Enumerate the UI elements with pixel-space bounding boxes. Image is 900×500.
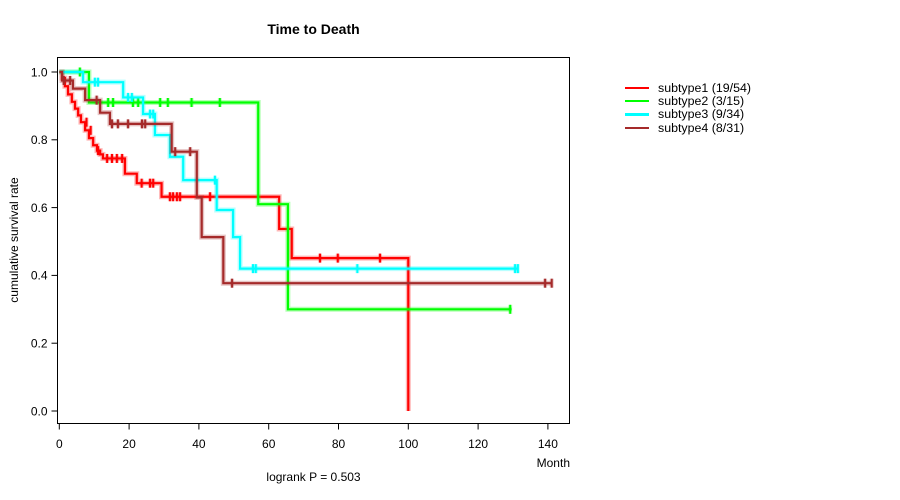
- y-tick-label: 0.2: [31, 337, 48, 351]
- legend-line-swatch: [625, 126, 649, 130]
- y-tick-label: 0.8: [31, 133, 48, 147]
- censor-marks-subtype3: [92, 77, 520, 274]
- censor-marks-subtype2: [77, 67, 513, 314]
- legend-item-subtype3: subtype3 (9/34): [625, 107, 751, 122]
- y-tick-label: 0.0: [31, 404, 48, 418]
- curve-line: [59, 70, 552, 285]
- y-tick-label: 0.4: [31, 269, 48, 283]
- legend-label: subtype3 (9/34): [658, 107, 745, 122]
- chart-title: Time to Death: [267, 21, 360, 37]
- x-tick-label: 100: [398, 437, 418, 451]
- legend-line-swatch: [625, 113, 649, 116]
- survival-curve-subtype2: [59, 69, 512, 312]
- legend-line-swatch: [625, 86, 649, 89]
- x-axis-ticks: 0 20 40 60 80 100 120 140: [56, 423, 558, 451]
- curve-halo: [59, 69, 512, 312]
- plot-box: [57, 57, 570, 424]
- x-tick-label: 140: [538, 437, 558, 451]
- legend-item-subtype4: subtype4 (8/31): [625, 120, 751, 135]
- legend-label: subtype1 (19/54): [658, 80, 751, 95]
- x-axis-title: Month: [536, 456, 570, 470]
- legend-label: subtype4 (8/31): [658, 120, 745, 135]
- x-tick-label: 80: [332, 437, 346, 451]
- x-tick-label: 60: [262, 437, 276, 451]
- y-axis-ticks: 0.0 0.2 0.4 0.6 0.8 1.0: [31, 65, 58, 418]
- censor-marks-subtype1: [84, 117, 383, 263]
- curve-line: [59, 70, 512, 311]
- curve-line: [59, 70, 410, 411]
- x-tick-label: 120: [468, 437, 488, 451]
- legend-item-subtype2: subtype2 (3/15): [625, 94, 751, 109]
- survival-curve-subtype3: [59, 69, 518, 272]
- x-tick-label: 0: [56, 437, 63, 451]
- x-tick-label: 20: [122, 437, 136, 451]
- x-tick-label: 40: [192, 437, 206, 451]
- y-tick-label: 0.6: [31, 201, 48, 215]
- legend-line-swatch: [625, 99, 649, 103]
- legend: subtype1 (19/54) subtype2 (3/15) subtype3 …: [625, 81, 751, 135]
- legend-label: subtype2 (3/15): [658, 94, 745, 109]
- survival-curve-subtype1: [59, 69, 411, 411]
- curve-line: [59, 70, 518, 270]
- logrank-pvalue: logrank P = 0.503: [266, 470, 361, 484]
- legend-item-subtype1: subtype1 (19/54): [625, 80, 751, 95]
- censor-marks-subtype4: [61, 75, 554, 288]
- survival-curve-subtype4: [59, 69, 552, 286]
- y-tick-label: 1.0: [31, 65, 48, 79]
